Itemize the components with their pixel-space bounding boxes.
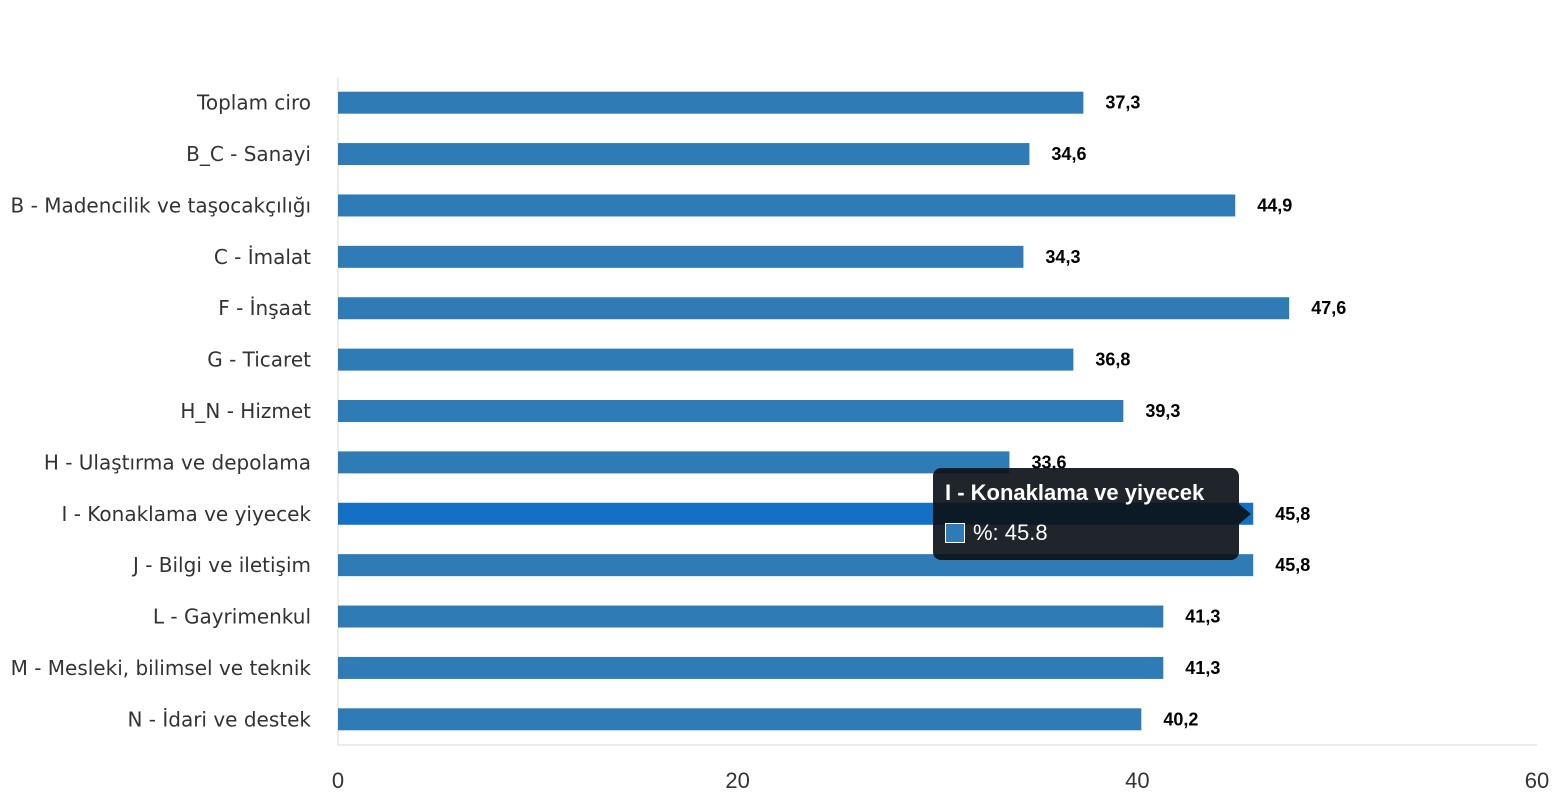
category-label: H_N - Hizmet: [180, 399, 311, 423]
tooltip-value: %: 45.8: [973, 520, 1048, 545]
tooltip-row: %: 45.8: [945, 520, 1227, 546]
category-label: B - Madencilik ve taşocakçılığı: [11, 193, 311, 217]
x-tick-label: 60: [1525, 768, 1549, 793]
data-label: 34,6: [1051, 144, 1086, 164]
data-label: 34,3: [1045, 247, 1080, 267]
data-label: 37,3: [1105, 93, 1140, 113]
data-label: 41,3: [1185, 658, 1220, 678]
category-label: J - Bilgi ve iletişim: [131, 553, 311, 577]
data-label: 36,8: [1095, 350, 1130, 370]
data-label: 41,3: [1185, 607, 1220, 627]
x-tick-label: 40: [1125, 768, 1149, 793]
bar: [338, 91, 1084, 114]
data-label: 45,8: [1275, 504, 1310, 524]
data-label: 47,6: [1311, 298, 1346, 318]
data-label: 44,9: [1257, 195, 1292, 215]
data-label: 39,3: [1145, 401, 1180, 421]
tooltip-title: I - Konaklama ve yiyecek: [945, 480, 1205, 505]
bar: [338, 451, 1010, 474]
chart-tooltip: I - Konaklama ve yiyecek %: 45.8: [933, 468, 1251, 560]
bar: [338, 400, 1124, 422]
bar: [338, 143, 1030, 166]
bar: [338, 348, 1074, 371]
category-label: F - İnşaat: [218, 296, 311, 320]
category-label: C - İmalat: [214, 245, 311, 269]
tooltip-swatch: [945, 523, 965, 543]
category-label: H - Ulaştırma ve depolama: [44, 450, 311, 474]
bar: [338, 297, 1290, 320]
x-tick-label: 20: [725, 768, 749, 793]
bar: [338, 245, 1024, 268]
bar: [338, 708, 1142, 731]
data-label: 45,8: [1275, 555, 1310, 575]
bar: [338, 656, 1164, 679]
bar: [338, 194, 1236, 217]
x-tick-label: 0: [332, 768, 344, 793]
category-label: G - Ticaret: [207, 348, 311, 372]
category-label: L - Gayrimenkul: [153, 605, 311, 629]
data-label: 40,2: [1163, 709, 1198, 729]
category-label: N - İdari ve destek: [127, 707, 311, 731]
category-label: Toplam ciro: [196, 91, 311, 115]
data-label: 33,6: [1031, 452, 1066, 472]
category-label: B_C - Sanayi: [186, 142, 311, 166]
bar: [338, 605, 1164, 628]
category-label: I - Konaklama ve yiyecek: [61, 502, 311, 526]
category-label: M - Mesleki, bilimsel ve teknik: [11, 656, 312, 680]
